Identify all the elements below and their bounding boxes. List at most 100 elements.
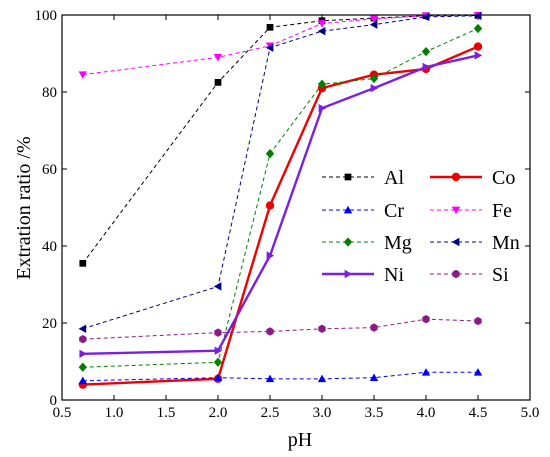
x-tick-label-9: 5.0 (521, 405, 540, 421)
point-mn-6 (473, 11, 482, 20)
x-tick-label-0: 0.5 (53, 405, 72, 421)
series-cr (78, 368, 483, 385)
point-ni-0 (79, 349, 87, 358)
series-mn (78, 11, 482, 333)
legend-marker-ni (344, 269, 353, 279)
axes-layer: 0.5 1.0 1.5 2.0 2.5 3.0 3.5 4.0 4.5 5.0 0 20 40 60 80 1… (35, 8, 540, 421)
point-co-2 (265, 201, 275, 210)
point-mn-2 (265, 43, 274, 52)
legend-item-si: Si (430, 264, 509, 286)
legend-item-cr: Cr (322, 200, 404, 222)
point-mn-5 (421, 12, 430, 22)
point-mn-0 (78, 324, 87, 333)
y-tick-label-5: 100 (35, 8, 58, 24)
point-cr-4 (369, 373, 379, 382)
legend-item-co: Co (430, 167, 515, 189)
point-si-1 (214, 328, 222, 337)
series-mg (78, 23, 483, 372)
point-mg-6 (473, 23, 483, 34)
x-tick-label-8: 4.5 (469, 405, 488, 421)
point-cr-1 (213, 373, 223, 382)
x-axis-title: pH (288, 429, 312, 451)
point-si-5 (422, 314, 430, 324)
legend-label-co: Co (492, 167, 515, 189)
legend-label-fe: Fe (492, 200, 512, 222)
legend-label-mg: Mg (384, 232, 412, 254)
point-ni-2 (266, 251, 275, 260)
y-tick-label-0: 0 (50, 393, 58, 409)
point-cr-3 (317, 374, 327, 383)
point-co-6 (473, 42, 483, 51)
point-ni-4 (370, 83, 379, 93)
legend-marker-cr (343, 205, 353, 214)
x-tick-label-2: 1.5 (157, 405, 176, 421)
point-cr-0 (78, 376, 87, 385)
y-tick-label-2: 40 (42, 239, 57, 255)
point-fe-3 (317, 20, 327, 28)
series-line-ni (82, 54, 479, 355)
series-line-fe (82, 14, 479, 76)
point-si-2 (266, 327, 274, 336)
point-cr-6 (473, 368, 483, 376)
plot-frame (61, 14, 531, 401)
legend-marker-si (452, 269, 460, 279)
point-al-0 (79, 259, 87, 267)
point-fe-4 (369, 15, 379, 24)
point-al-2 (266, 23, 274, 31)
point-mn-1 (213, 282, 222, 291)
legend-item-ni: Ni (322, 264, 404, 286)
series-si (79, 314, 482, 344)
legend-marker-mg (343, 237, 353, 247)
series-line-cr (82, 371, 478, 382)
point-mg-0 (78, 362, 87, 372)
legend-label-mn: Mn (492, 232, 520, 254)
point-mg-2 (265, 148, 275, 159)
point-fe-1 (213, 53, 223, 62)
point-mn-3 (317, 26, 326, 36)
legend-marker-al (344, 173, 352, 181)
point-mn-4 (369, 20, 378, 29)
legend-label-ni: Ni (384, 264, 404, 286)
point-si-4 (370, 323, 378, 332)
point-cr-5 (421, 368, 431, 376)
legend-item-mn: Mn (430, 232, 520, 254)
legend-label-cr: Cr (384, 200, 404, 222)
legend-marker-fe (451, 206, 461, 215)
point-mg-3 (317, 79, 327, 89)
x-tick-label-1: 1.0 (105, 405, 124, 421)
series-line-mn (82, 15, 479, 330)
point-ni-1 (214, 346, 223, 355)
series-line-co (82, 45, 479, 386)
y-axis-title: Extration ratio /% (13, 136, 35, 279)
point-ni-5 (422, 62, 431, 72)
y-tick-label-1: 20 (42, 316, 57, 332)
point-fe-0 (78, 71, 87, 79)
series-line-mg (82, 28, 479, 368)
point-si-6 (474, 316, 482, 326)
series-line-si (82, 318, 479, 340)
y-tick-label-3: 60 (42, 162, 57, 178)
x-tick-label-3: 2.0 (209, 405, 228, 421)
point-ni-6 (474, 51, 483, 60)
legend-item-fe: Fe (430, 200, 512, 222)
series-ni (79, 51, 483, 358)
point-mg-5 (421, 46, 431, 57)
y-tick-label-4: 80 (42, 85, 57, 101)
x-tick-label-4: 2.5 (261, 405, 280, 421)
point-si-0 (79, 334, 87, 344)
legend-label-al: Al (384, 167, 404, 189)
legend-item-al: Al (322, 167, 404, 189)
x-tick-label-7: 4.0 (417, 405, 436, 421)
point-ni-3 (318, 103, 327, 113)
series-layer (78, 11, 483, 389)
point-mg-1 (213, 357, 223, 367)
point-cr-2 (265, 374, 275, 383)
legend: Al Co Cr Fe Mg Mn Ni Si (322, 167, 520, 286)
point-al-1 (214, 79, 222, 86)
point-si-3 (318, 324, 326, 333)
point-mg-4 (369, 73, 379, 84)
legend-item-mg: Mg (322, 232, 412, 254)
legend-marker-co (451, 172, 461, 182)
x-tick-label-6: 3.5 (365, 405, 384, 421)
